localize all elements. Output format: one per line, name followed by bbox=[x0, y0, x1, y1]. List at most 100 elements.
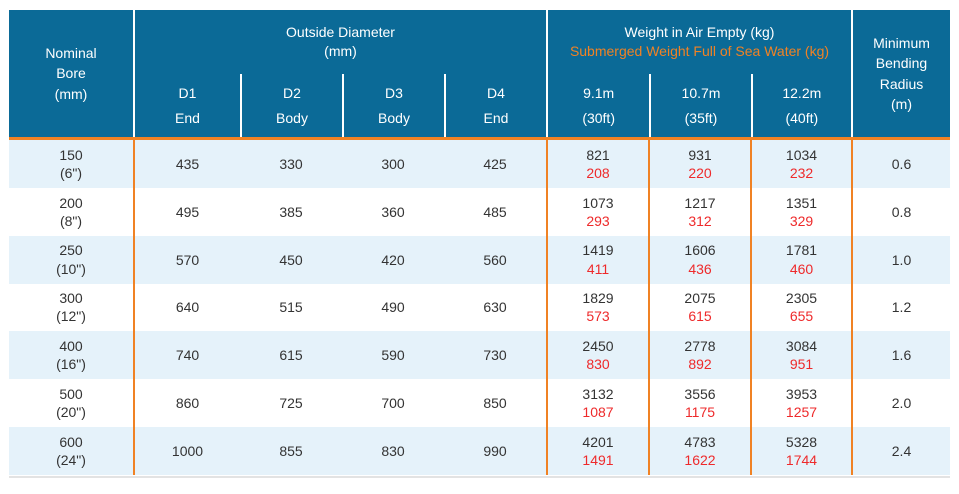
table-header: Nominal Bore (mm) Outside Diameter (mm) … bbox=[9, 10, 950, 140]
cell-min-bending-radius: 0.8 bbox=[851, 187, 950, 236]
subheader-d1: D1 End bbox=[135, 74, 240, 137]
mbr-value: 2.4 bbox=[891, 442, 912, 459]
header-mbr-line: Radius bbox=[879, 75, 924, 92]
weight-submerged-value: 573 bbox=[586, 308, 610, 325]
bore-inch: (24") bbox=[56, 451, 86, 468]
subheader-d2-label: D2 bbox=[283, 85, 301, 102]
cell-d4-end: 425 bbox=[444, 140, 546, 188]
outside-diameter-title: Outside Diameter (mm) bbox=[135, 10, 546, 74]
cell-d3-body: 360 bbox=[342, 188, 444, 236]
header-mbr-line: Minimum bbox=[873, 34, 930, 51]
bore-inch: (10") bbox=[56, 260, 86, 277]
outside-diameter-title-line: Outside Diameter bbox=[286, 23, 395, 40]
header-nominal-bore: Nominal Bore (mm) bbox=[9, 10, 135, 137]
cell-d2-body: 450 bbox=[240, 236, 342, 284]
d3-value: 490 bbox=[381, 299, 405, 316]
bore-inch: (6") bbox=[59, 164, 83, 181]
d3-value: 300 bbox=[381, 155, 405, 172]
d1-value: 860 bbox=[175, 395, 200, 412]
weight-submerged-value: 312 bbox=[688, 212, 712, 229]
cell-nominal-bore: 150 (6") bbox=[9, 140, 135, 188]
header-mbr-line: (m) bbox=[891, 95, 912, 112]
weight-air-value: 2450 bbox=[582, 338, 614, 355]
cell-weight-12-2m: 5328 1744 bbox=[750, 427, 851, 475]
weight-submerged-value: 208 bbox=[586, 164, 610, 181]
d2-value: 515 bbox=[279, 299, 303, 316]
cell-min-bending-radius: 1.6 bbox=[851, 331, 950, 380]
d1-value: 435 bbox=[175, 155, 200, 172]
subheader-length-label: 12.2m bbox=[782, 85, 822, 102]
cell-d4-end: 730 bbox=[444, 331, 546, 379]
subheader-length-sub: (35ft) bbox=[684, 110, 718, 127]
d2-value: 725 bbox=[279, 395, 303, 412]
weight-air-value: 1351 bbox=[785, 194, 818, 211]
d3-value: 360 bbox=[381, 203, 405, 220]
subheader-d2-sub: Body bbox=[276, 110, 308, 127]
mbr-value: 0.8 bbox=[891, 203, 912, 220]
weight-air-value: 4201 bbox=[582, 433, 614, 450]
cell-d3-body: 590 bbox=[342, 331, 444, 379]
d1-value: 1000 bbox=[171, 442, 204, 459]
mbr-value: 0.6 bbox=[891, 155, 912, 172]
cell-weight-12-2m: 1351 329 bbox=[750, 187, 851, 236]
weight-title-submerged: Submerged Weight Full of Sea Water (kg) bbox=[569, 43, 830, 60]
cell-weight-10-7m: 4783 1622 bbox=[648, 427, 750, 475]
cell-weight-10-7m: 3556 1175 bbox=[648, 379, 750, 428]
cell-d3-body: 490 bbox=[342, 284, 444, 332]
subheader-d2: D2 Body bbox=[240, 74, 342, 137]
cell-d3-body: 700 bbox=[342, 379, 444, 427]
bore-inch: (12") bbox=[56, 308, 86, 325]
cell-d2-body: 615 bbox=[240, 331, 342, 379]
subheader-d1-label: D1 bbox=[178, 85, 197, 102]
subheader-d4-sub: End bbox=[483, 110, 509, 127]
cell-d2-body: 515 bbox=[240, 284, 342, 332]
header-nominal-bore-line: Bore bbox=[56, 65, 86, 82]
spec-table: Nominal Bore (mm) Outside Diameter (mm) … bbox=[9, 10, 950, 475]
cell-d4-end: 990 bbox=[444, 427, 546, 475]
weight-air-value: 1073 bbox=[582, 194, 614, 211]
weight-air-value: 4783 bbox=[684, 433, 716, 450]
cell-nominal-bore: 600 (24") bbox=[9, 427, 135, 475]
subheader-d3-sub: Body bbox=[378, 110, 410, 127]
bore-mm: 300 bbox=[59, 290, 83, 307]
mbr-value: 1.0 bbox=[891, 251, 912, 268]
bore-mm: 400 bbox=[59, 338, 83, 355]
d3-value: 700 bbox=[381, 395, 405, 412]
table-row: 600 (24") 1000 855 830 990 4201 1491 478… bbox=[9, 427, 950, 475]
table-row: 200 (8") 495 385 360 485 1073 293 1217 3… bbox=[9, 187, 950, 236]
d2-value: 450 bbox=[279, 251, 303, 268]
cell-d4-end: 630 bbox=[444, 284, 546, 332]
weight-air-value: 3556 bbox=[684, 385, 716, 402]
subheader-d4: D4 End bbox=[444, 74, 546, 137]
cell-weight-12-2m: 3953 1257 bbox=[750, 379, 851, 428]
cell-nominal-bore: 500 (20") bbox=[9, 379, 135, 428]
subheader-length-sub: (30ft) bbox=[582, 110, 615, 127]
outside-diameter-subheaders: D1 End D2 Body D3 Body D4 End bbox=[135, 74, 546, 137]
d3-value: 420 bbox=[381, 251, 405, 268]
weight-subheaders: 9.1m (30ft) 10.7m (35ft) 12.2m (40ft) bbox=[548, 74, 851, 137]
d4-value: 560 bbox=[483, 251, 507, 268]
weight-air-value: 5328 bbox=[785, 433, 818, 450]
header-nominal-bore-line: (mm) bbox=[54, 85, 88, 102]
table-row: 150 (6") 435 330 300 425 821 208 931 220… bbox=[9, 140, 950, 188]
header-group-outside-diameter: Outside Diameter (mm) D1 End D2 Body D3 … bbox=[135, 10, 546, 137]
cell-d2-body: 330 bbox=[240, 140, 342, 188]
cell-d1-end: 740 bbox=[135, 331, 240, 379]
weight-submerged-value: 220 bbox=[688, 164, 712, 181]
header-mbr-line: Bending bbox=[875, 55, 928, 72]
cell-weight-9-1m: 1419 411 bbox=[546, 235, 648, 284]
weight-title-air: Weight in Air Empty (kg) bbox=[624, 23, 775, 40]
cell-weight-12-2m: 3084 951 bbox=[750, 331, 851, 380]
d1-value: 740 bbox=[175, 347, 200, 364]
subheader-length-label: 10.7m bbox=[681, 85, 721, 102]
subheader-d1-sub: End bbox=[175, 110, 200, 127]
weight-submerged-value: 892 bbox=[688, 356, 712, 373]
d3-value: 830 bbox=[381, 442, 405, 459]
subheader-length-sub: (40ft) bbox=[785, 110, 819, 127]
table-body: 150 (6") 435 330 300 425 821 208 931 220… bbox=[9, 140, 950, 475]
weight-title: Weight in Air Empty (kg) Submerged Weigh… bbox=[548, 10, 851, 74]
weight-air-value: 1829 bbox=[582, 290, 614, 307]
cell-weight-12-2m: 2305 655 bbox=[750, 283, 851, 332]
bottom-divider bbox=[9, 476, 950, 478]
